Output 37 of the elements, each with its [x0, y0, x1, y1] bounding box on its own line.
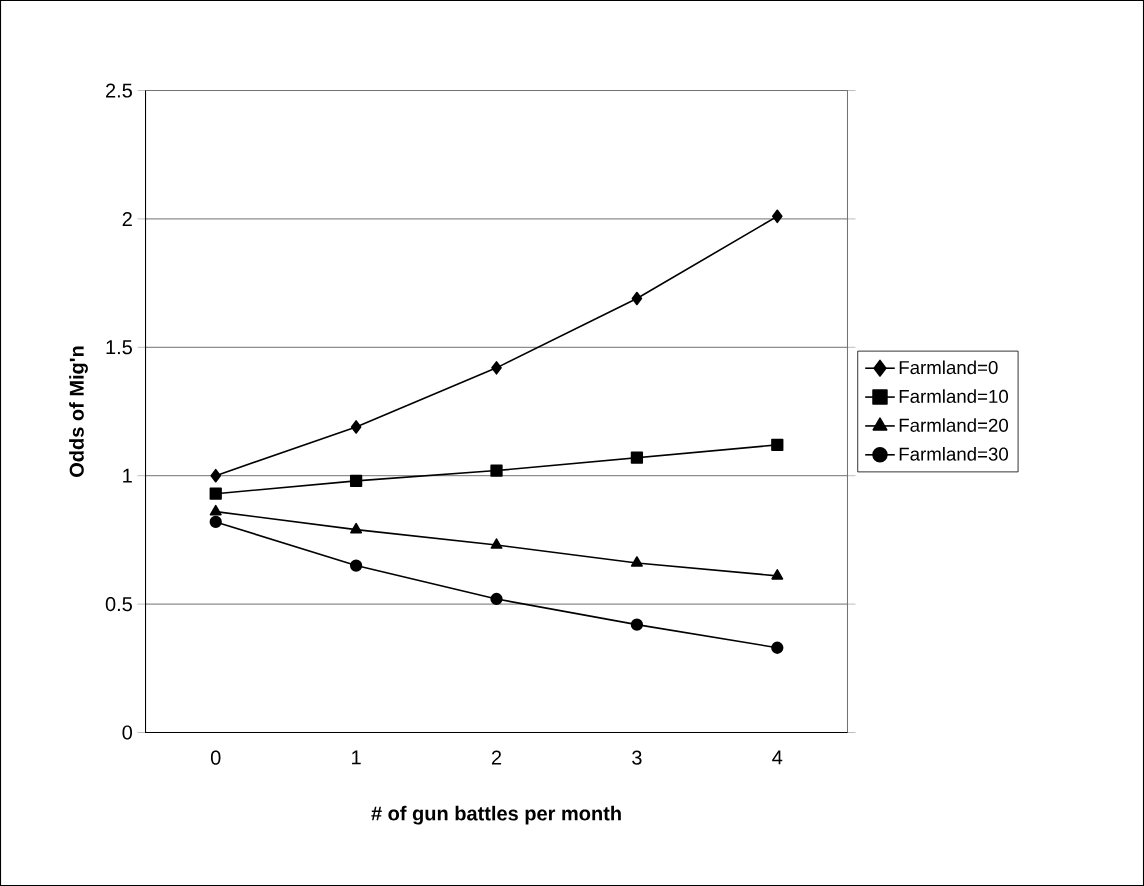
point [349, 559, 363, 572]
x-tick-label: 1 [352, 750, 361, 765]
point [771, 569, 784, 580]
legend-label: Farmland=20 [899, 418, 1009, 432]
point [210, 468, 222, 483]
point [490, 538, 503, 549]
y-tick-label: 2 [122, 211, 132, 226]
point [771, 438, 784, 452]
point [491, 361, 502, 375]
x-tick-label: 3 [632, 750, 642, 765]
y-tick-label: 0.5 [105, 597, 132, 612]
point [490, 464, 503, 477]
point [209, 504, 222, 516]
point [209, 487, 222, 500]
point [631, 291, 643, 306]
x-tick-label: 0 [210, 750, 221, 765]
y-axis-title: Odds of Mig'n [69, 346, 88, 477]
y-tick-label: 1 [123, 468, 132, 483]
point [630, 556, 643, 567]
point [350, 420, 362, 434]
x-tick-label: 4 [772, 750, 783, 765]
y-tick-label: 1.5 [106, 340, 132, 355]
legend-label: Farmland=0 [899, 360, 998, 375]
x-axis-title: # of gun battles per month [371, 805, 621, 825]
point [772, 209, 783, 224]
x-tick-label: 2 [491, 750, 502, 765]
legend-label: Farmland=30 [899, 447, 1009, 461]
point [630, 618, 644, 631]
legend-label: Farmland=10 [899, 389, 1009, 404]
point [209, 515, 222, 529]
point [349, 474, 363, 487]
y-tick-label: 0 [122, 725, 133, 740]
point [490, 592, 503, 606]
point [350, 522, 363, 534]
y-tick-label: 2.5 [106, 83, 132, 98]
point [630, 451, 644, 464]
point [771, 641, 784, 654]
